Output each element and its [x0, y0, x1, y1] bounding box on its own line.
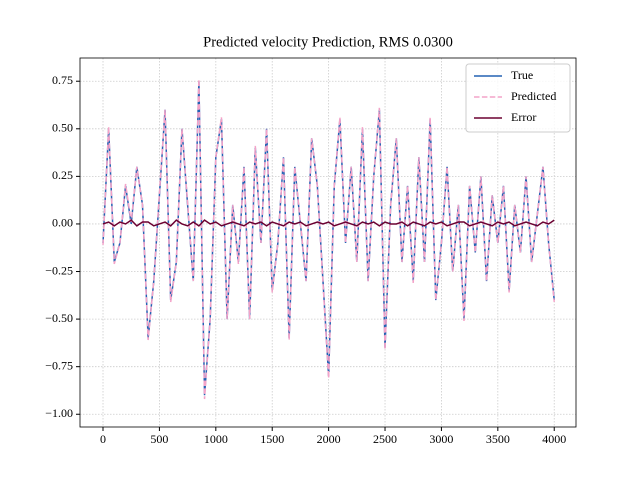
y-tick-label: 0.75 [52, 73, 73, 87]
series-line [102, 79, 555, 400]
y-tick-label: 0.25 [52, 168, 73, 182]
y-tick-label: 0.50 [52, 121, 73, 135]
legend-label: True [511, 68, 533, 82]
x-tick-label: 2000 [317, 432, 341, 446]
x-tick-label: 1000 [204, 432, 228, 446]
legend-label: Error [511, 110, 536, 124]
y-tick-label: −0.75 [45, 358, 73, 372]
x-tick-label: 3500 [486, 432, 510, 446]
y-tick-label: −0.25 [45, 263, 73, 277]
series-line [102, 219, 555, 227]
x-tick-label: 4000 [542, 432, 566, 446]
plot-frame [79, 57, 577, 428]
y-tick-label: −1.00 [45, 406, 73, 420]
x-tick-label: 0 [100, 432, 106, 446]
x-tick-label: 1500 [260, 432, 284, 446]
legend-box [465, 63, 571, 133]
legend: True Predicted Error [465, 63, 571, 133]
y-tick-label: 0.00 [52, 216, 73, 230]
x-tick-label: 500 [150, 432, 168, 446]
legend-label: Predicted [511, 89, 556, 103]
x-tick-label: 3000 [429, 432, 453, 446]
x-tick-label: 2500 [373, 432, 397, 446]
chart-title: Predicted velocity Prediction, RMS 0.030… [203, 34, 453, 50]
y-tick-label: −0.50 [45, 311, 73, 325]
